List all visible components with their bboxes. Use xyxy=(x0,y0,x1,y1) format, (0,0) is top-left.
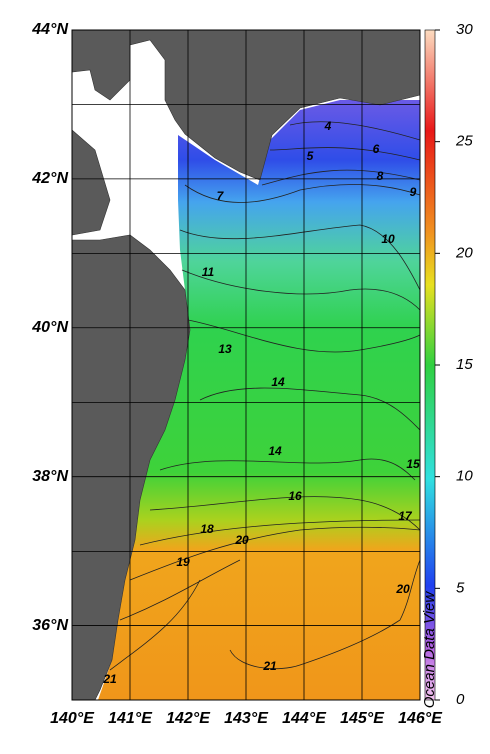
contour-label: 5 xyxy=(307,149,314,163)
contour-label: 19 xyxy=(176,555,190,569)
lon-label: 141°E xyxy=(108,710,153,727)
lon-label: 142°E xyxy=(166,710,211,727)
contour-label: 13 xyxy=(218,342,232,356)
contour-label: 7 xyxy=(217,189,225,203)
contour-label: 10 xyxy=(381,232,395,246)
lat-label: 42°N xyxy=(31,170,68,187)
lat-label: 44°N xyxy=(31,21,68,38)
colorbar-label: 10 xyxy=(456,468,473,485)
colorbar-label: 5 xyxy=(456,579,465,596)
contour-label: 21 xyxy=(262,659,277,673)
lat-label: 36°N xyxy=(32,617,68,634)
colorbar-label: 25 xyxy=(455,133,473,150)
contour-label: 11 xyxy=(202,265,215,279)
lon-label: 145°E xyxy=(340,710,385,727)
contour-label: 14 xyxy=(268,444,282,458)
contour-label: 20 xyxy=(234,533,249,547)
lon-label: 143°E xyxy=(224,710,269,727)
contour-label: 4 xyxy=(324,119,332,133)
contour-label: 18 xyxy=(200,522,214,536)
lon-label: 144°E xyxy=(282,710,327,727)
lat-label: 38°N xyxy=(32,468,68,485)
sst-field xyxy=(98,100,420,700)
colorbar-label: 15 xyxy=(456,356,473,373)
contour-label: 20 xyxy=(395,582,410,596)
credit: Ocean Data View xyxy=(421,591,438,709)
lon-label: 146°E xyxy=(398,710,443,727)
colorbar-label: 0 xyxy=(456,691,465,708)
contour-label: 15 xyxy=(406,457,420,471)
contours xyxy=(109,121,421,671)
contour-label: 8 xyxy=(377,169,384,183)
contour-label: 14 xyxy=(271,375,285,389)
lat-label: 40°N xyxy=(31,319,68,336)
contour-label: 16 xyxy=(288,489,302,503)
colorbar-label: 30 xyxy=(456,21,473,38)
colorbar-label: 20 xyxy=(455,244,473,261)
contour-label: 21 xyxy=(102,672,117,686)
contour-label: 9 xyxy=(410,185,417,199)
lon-label: 140°E xyxy=(50,710,95,727)
contour-label: 17 xyxy=(398,509,413,523)
contour-label: 6 xyxy=(373,142,380,156)
